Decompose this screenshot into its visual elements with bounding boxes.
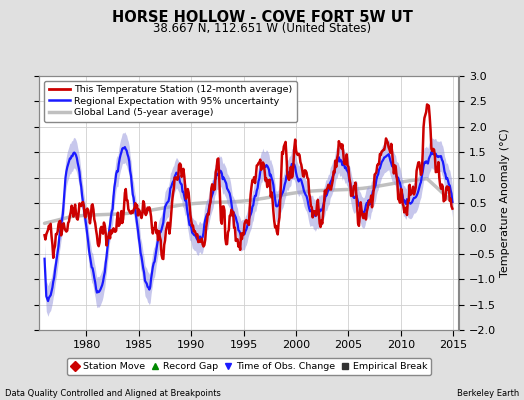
Y-axis label: Temperature Anomaly (°C): Temperature Anomaly (°C) — [500, 129, 510, 277]
Text: HORSE HOLLOW - COVE FORT 5W UT: HORSE HOLLOW - COVE FORT 5W UT — [112, 10, 412, 25]
Legend: Station Move, Record Gap, Time of Obs. Change, Empirical Break: Station Move, Record Gap, Time of Obs. C… — [67, 358, 431, 375]
Text: Berkeley Earth: Berkeley Earth — [456, 389, 519, 398]
Text: Data Quality Controlled and Aligned at Breakpoints: Data Quality Controlled and Aligned at B… — [5, 389, 221, 398]
Text: 38.667 N, 112.651 W (United States): 38.667 N, 112.651 W (United States) — [153, 22, 371, 35]
